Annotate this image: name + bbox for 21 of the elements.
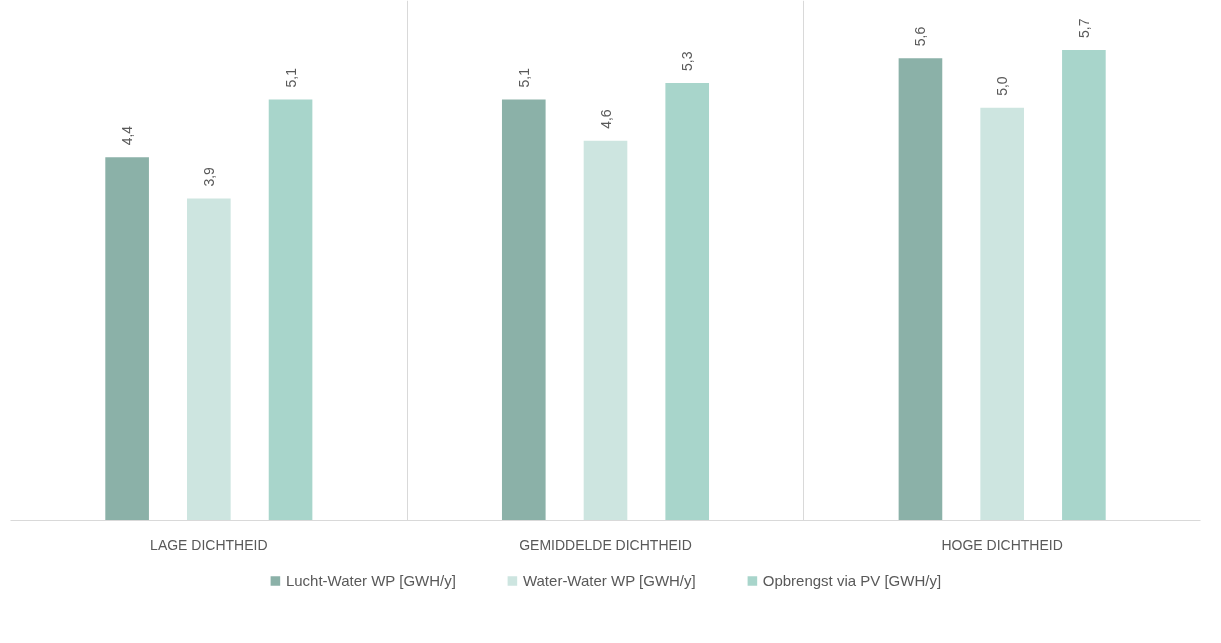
data-label: 5,7 xyxy=(1075,18,1092,39)
legend-label: Water-Water WP [GWH/y] xyxy=(522,571,696,589)
data-label: 5,1 xyxy=(282,67,299,88)
bar xyxy=(665,83,710,521)
bar xyxy=(105,157,149,521)
data-label: 5,1 xyxy=(515,67,532,88)
data-label: 3,9 xyxy=(200,166,217,187)
legend-label: Opbrengst via PV [GWH/y] xyxy=(762,571,942,589)
x-tick-label: HOGE DICHTHEID xyxy=(941,536,1063,553)
data-label: 5,3 xyxy=(679,51,696,72)
bar xyxy=(268,99,313,521)
x-tick-label: GEMIDDELDE DICHTHEID xyxy=(519,536,692,553)
data-label: 4,4 xyxy=(119,125,136,146)
bar xyxy=(1062,50,1106,521)
legend-label: Lucht-Water WP [GWH/y] xyxy=(285,571,456,589)
bar xyxy=(898,58,943,521)
bar xyxy=(501,99,546,521)
data-label: 4,6 xyxy=(597,109,614,129)
data-label: 5,6 xyxy=(912,26,929,47)
data-label: 5,0 xyxy=(994,76,1011,96)
x-tick-label: LAGE DICHTHEID xyxy=(150,536,268,553)
